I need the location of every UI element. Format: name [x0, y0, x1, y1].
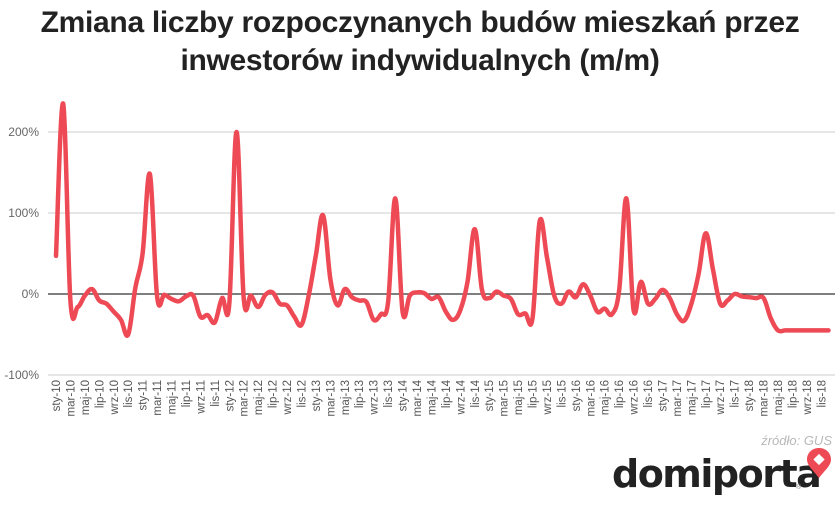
- x-tick-label: lip-18: [787, 380, 799, 408]
- x-tick-label: sty-10: [51, 380, 63, 411]
- map-pin-icon: [807, 448, 831, 478]
- source-note: źródło: GUS: [761, 433, 832, 448]
- x-tick-label: lis-14: [470, 379, 482, 407]
- x-tick-label: wrz-17: [715, 380, 727, 416]
- x-tick-label: mar-14: [412, 379, 424, 416]
- y-tick-label: 0%: [22, 287, 40, 301]
- x-tick-label: wrz-18: [802, 380, 814, 416]
- x-tick-label: lip-15: [528, 380, 540, 408]
- y-axis-ticks: -100% 0% 100% 200%: [4, 125, 39, 382]
- x-tick-label: maj-11: [167, 380, 179, 414]
- x-tick-label: maj-18: [773, 380, 785, 415]
- x-tick-label: maj-12: [253, 380, 265, 415]
- x-tick-label: lip-16: [614, 380, 626, 408]
- x-tick-label: lip-13: [354, 380, 366, 408]
- x-tick-label: mar-15: [499, 380, 511, 416]
- line-chart: -100% 0% 100% 200% sty-10 mar-10 maj-10 lip-10…: [4, 101, 835, 416]
- x-tick-label: maj-15: [513, 380, 525, 415]
- chart-title-line-1: Zmiana liczby rozpoczynanych budów miesz…: [40, 6, 800, 39]
- x-tick-label: lip-10: [94, 380, 106, 408]
- x-tick-label: wrz-12: [282, 380, 294, 416]
- x-tick-label: wrz-16: [629, 380, 641, 416]
- x-tick-label: sty-12: [224, 380, 236, 411]
- x-tick-label: mar-16: [585, 380, 597, 416]
- x-tick-label: mar-11: [152, 380, 164, 416]
- y-tick-label: -100%: [4, 368, 39, 382]
- x-tick-label: mar-17: [672, 380, 684, 416]
- x-tick-label: sty-17: [657, 380, 669, 411]
- x-tick-label: sty-16: [571, 380, 583, 411]
- x-tick-label: wrz-15: [542, 380, 554, 416]
- x-tick-label: lis-13: [383, 380, 395, 407]
- x-tick-label: wrz-10: [109, 380, 121, 416]
- y-tick-label: 200%: [8, 125, 39, 139]
- x-tick-label: lip-17: [701, 380, 713, 408]
- x-tick-label: lis-12: [296, 380, 308, 407]
- x-tick-label: mar-18: [759, 380, 771, 416]
- chart-title-line-2: inwestorów indywidualnych (m/m): [180, 44, 660, 77]
- series-line: [53, 101, 831, 338]
- x-tick-label: maj-13: [340, 380, 352, 415]
- x-tick-label: mar-12: [239, 380, 251, 416]
- y-tick-label: 100%: [8, 206, 39, 220]
- x-tick-label: lis-17: [730, 380, 742, 407]
- x-tick-label: sty-13: [311, 380, 323, 411]
- logo-wordmark: domiporta: [612, 452, 822, 496]
- x-tick-label: maj-14: [426, 379, 438, 415]
- registered-mark: ®: [796, 484, 802, 491]
- domiporta-logo: domiporta ®: [612, 448, 837, 500]
- x-tick-label: maj-16: [600, 380, 612, 415]
- x-tick-label: lip-12: [268, 380, 280, 408]
- x-tick-label: lis-16: [643, 380, 655, 407]
- x-tick-label: lis-10: [123, 380, 135, 407]
- x-axis-ticks: sty-10 mar-10 maj-10 lip-10 wrz-10 lis-10 sty-…: [51, 379, 828, 416]
- x-tick-label: sty-15: [484, 380, 496, 411]
- x-tick-label: maj-17: [686, 380, 698, 415]
- x-tick-label: lis-11: [210, 380, 222, 407]
- chart-title: Zmiana liczby rozpoczynanych budów miesz…: [0, 4, 840, 80]
- x-tick-label: wrz-11: [195, 380, 207, 415]
- x-tick-label: wrz-13: [369, 380, 381, 416]
- x-tick-label: sty-18: [744, 380, 756, 411]
- x-tick-label: sty-11: [138, 380, 150, 410]
- x-tick-label: mar-10: [65, 380, 77, 416]
- x-tick-label: lip-14: [441, 379, 453, 408]
- x-tick-label: sty-14: [398, 379, 410, 411]
- x-tick-label: lis-15: [556, 380, 568, 407]
- x-tick-label: lis-18: [816, 380, 828, 407]
- x-tick-label: lip-11: [181, 380, 193, 407]
- x-tick-label: wrz-14: [455, 379, 467, 415]
- x-tick-label: mar-13: [325, 380, 337, 416]
- gridlines: [48, 131, 835, 376]
- x-tick-label: maj-10: [80, 380, 92, 415]
